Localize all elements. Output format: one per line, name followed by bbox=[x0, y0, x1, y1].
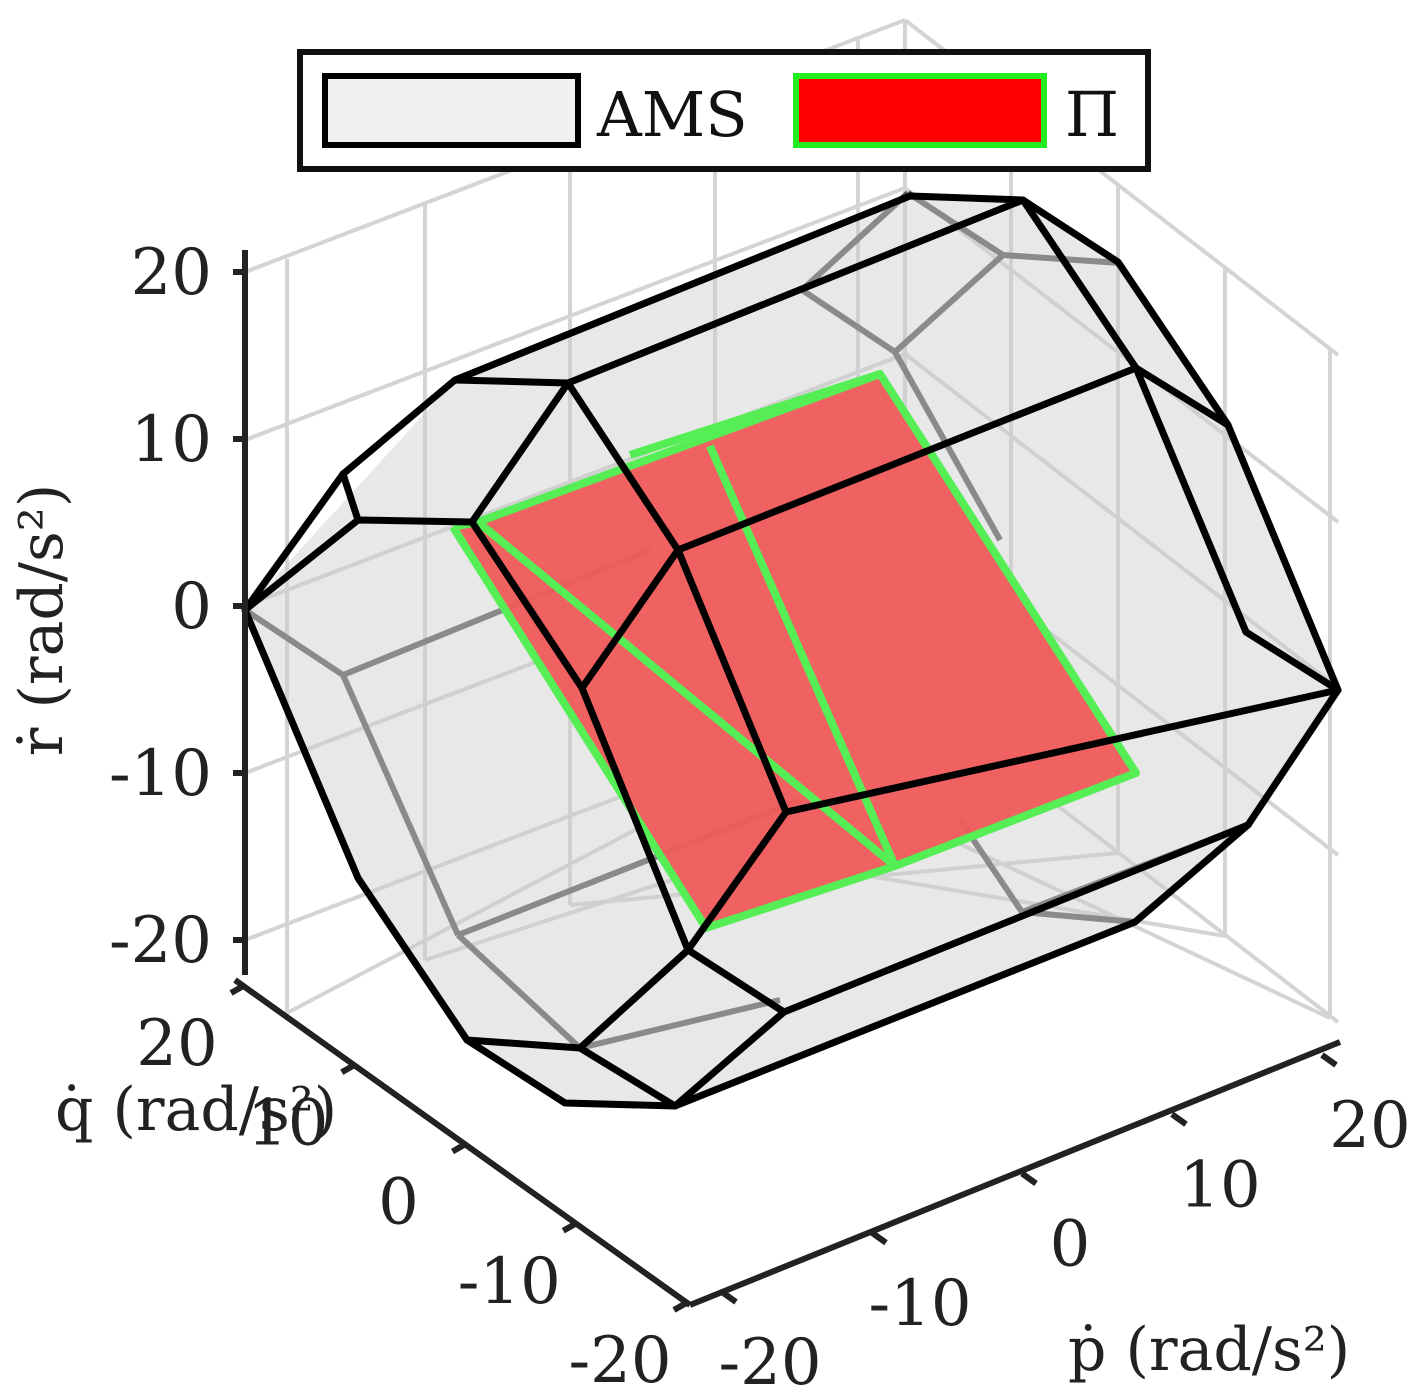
x-tick bbox=[870, 1230, 888, 1246]
y-tick-label: -10 bbox=[458, 1245, 561, 1319]
y-tick bbox=[451, 1140, 468, 1155]
legend-swatch-pi bbox=[793, 73, 1047, 148]
z-tick-label: 10 bbox=[131, 403, 212, 477]
x-tick-label: 0 bbox=[1050, 1208, 1091, 1282]
z-axis-label: ṙ (rad/s²) bbox=[7, 484, 77, 757]
x-tick bbox=[720, 1289, 738, 1305]
x-tick bbox=[1320, 1052, 1338, 1068]
z-tick-label: 0 bbox=[171, 570, 212, 644]
y-tick bbox=[229, 982, 247, 996]
z-tick-label: -20 bbox=[109, 904, 212, 978]
ams-visible-edges bbox=[241, 192, 1342, 1110]
legend-label-pi: Π bbox=[1065, 78, 1119, 151]
y-tick-label: 20 bbox=[136, 1007, 217, 1081]
x-tick-label: -20 bbox=[718, 1326, 821, 1400]
x-tick bbox=[1020, 1171, 1038, 1186]
x-axis-line bbox=[688, 1039, 1342, 1308]
y-tick-label: -20 bbox=[568, 1324, 671, 1398]
legend-swatch-ams bbox=[322, 73, 581, 148]
y-tick bbox=[561, 1220, 579, 1234]
legend: AMS Π bbox=[297, 49, 1151, 172]
y-tick-label: 10 bbox=[247, 1086, 328, 1160]
axis-ticks bbox=[229, 269, 1338, 1313]
y-tick bbox=[340, 1061, 358, 1075]
x-tick-label: 20 bbox=[1329, 1089, 1410, 1163]
x-tick bbox=[1170, 1111, 1188, 1127]
legend-label-ams: AMS bbox=[596, 78, 748, 151]
x-axis-label: ṗ (rad/s²) bbox=[1068, 1315, 1350, 1385]
y-axis-label: q̇ (rad/s²) bbox=[55, 1075, 337, 1145]
z-tick-label: -10 bbox=[109, 737, 212, 811]
x-tick-label: 10 bbox=[1179, 1148, 1260, 1222]
x-tick-label: -10 bbox=[868, 1267, 971, 1341]
y-tick bbox=[672, 1299, 690, 1313]
z-tick-label: 20 bbox=[131, 236, 212, 310]
y-tick-label: 0 bbox=[378, 1166, 419, 1240]
